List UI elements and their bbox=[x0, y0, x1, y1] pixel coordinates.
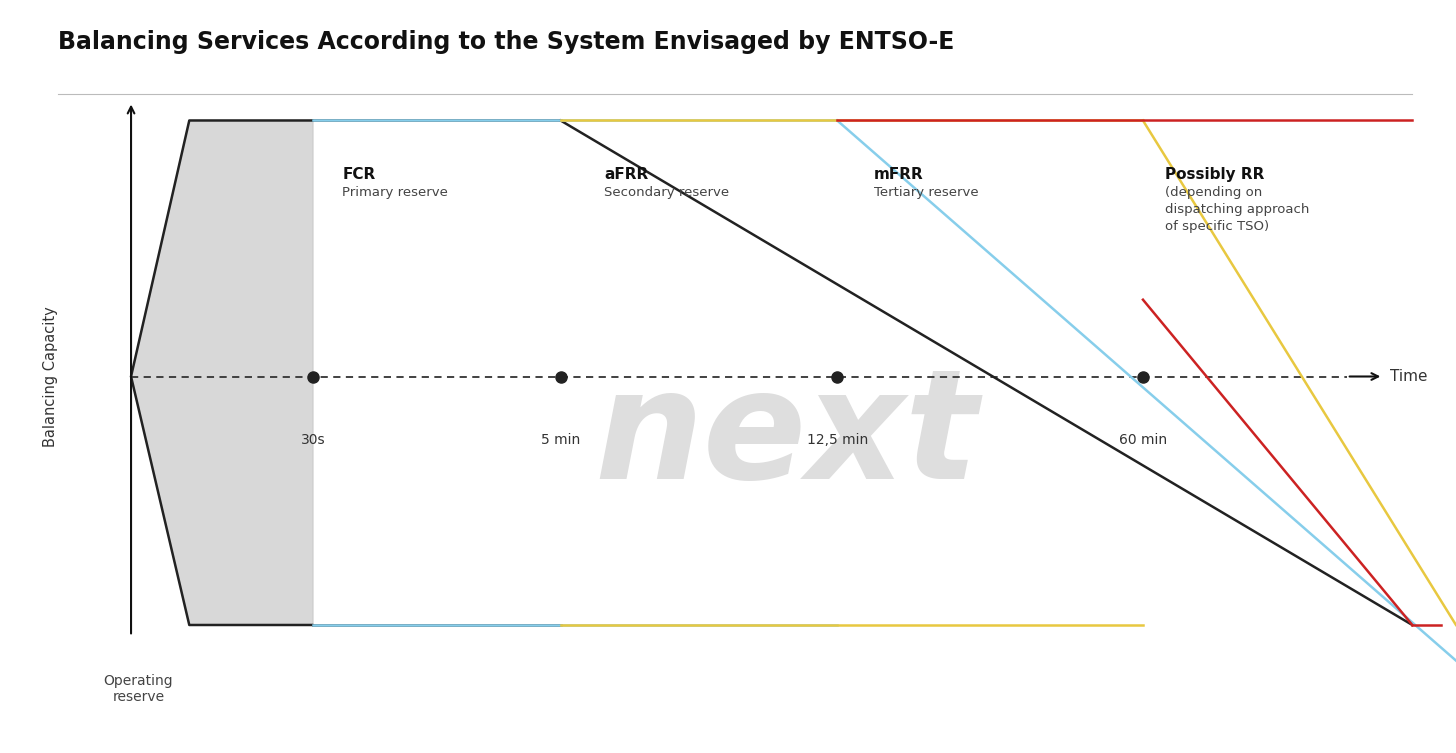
Text: next: next bbox=[594, 362, 978, 511]
Text: Balancing Capacity: Balancing Capacity bbox=[44, 306, 58, 447]
Text: Balancing Services According to the System Envisaged by ENTSO-E: Balancing Services According to the Syst… bbox=[58, 30, 955, 54]
Text: Primary reserve: Primary reserve bbox=[342, 186, 448, 199]
Text: 30s: 30s bbox=[301, 433, 325, 447]
Text: FCR: FCR bbox=[342, 167, 376, 182]
Text: Time: Time bbox=[1390, 369, 1428, 384]
Text: (depending on
dispatching approach
of specific TSO): (depending on dispatching approach of sp… bbox=[1165, 186, 1309, 233]
Polygon shape bbox=[131, 120, 313, 625]
Text: 12,5 min: 12,5 min bbox=[807, 433, 868, 447]
Text: Secondary reserve: Secondary reserve bbox=[604, 186, 729, 199]
Text: Tertiary reserve: Tertiary reserve bbox=[874, 186, 978, 199]
Text: Possibly RR: Possibly RR bbox=[1165, 167, 1264, 182]
Text: aFRR: aFRR bbox=[604, 167, 648, 182]
Text: 5 min: 5 min bbox=[542, 433, 579, 447]
Text: mFRR: mFRR bbox=[874, 167, 923, 182]
Text: Operating
reserve: Operating reserve bbox=[103, 674, 173, 704]
Text: 60 min: 60 min bbox=[1118, 433, 1168, 447]
